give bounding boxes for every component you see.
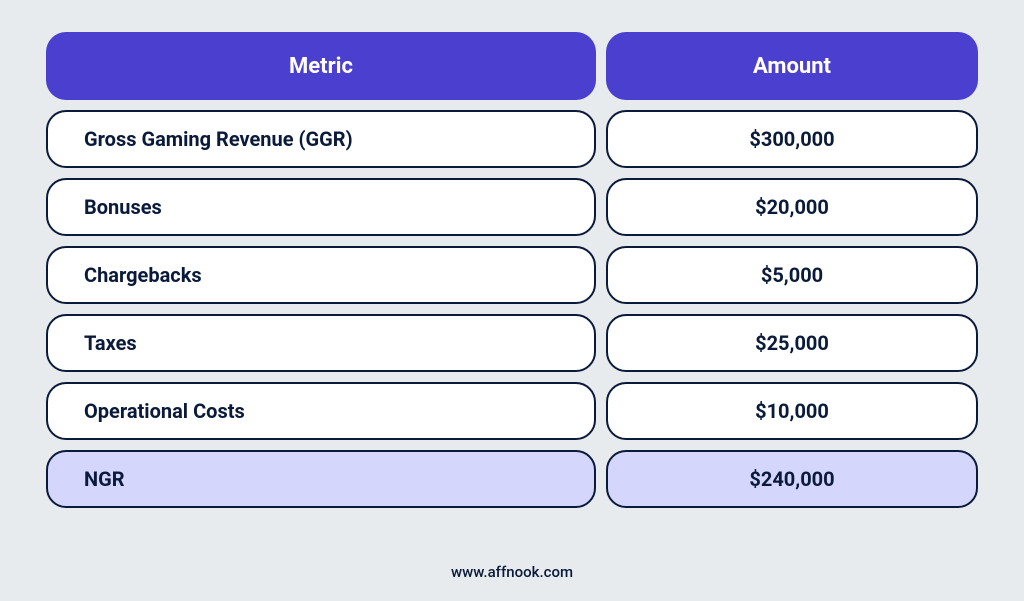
footer-label: www.affnook.com xyxy=(451,563,573,581)
metric-label: Chargebacks xyxy=(84,263,202,287)
table-row: Bonuses xyxy=(46,178,596,236)
metric-label: Operational Costs xyxy=(84,399,245,423)
table-row: $5,000 xyxy=(606,246,978,304)
table-row: Taxes xyxy=(46,314,596,372)
metric-label: Taxes xyxy=(84,331,137,355)
table-row: $10,000 xyxy=(606,382,978,440)
footer-text: www.affnook.com xyxy=(0,563,1024,581)
table-row: Chargebacks xyxy=(46,246,596,304)
amount-value: $240,000 xyxy=(749,467,834,491)
metrics-table: Metric Gross Gaming Revenue (GGR) Bonuse… xyxy=(46,32,978,508)
metric-header: Metric xyxy=(46,32,596,100)
amount-value: $300,000 xyxy=(749,127,834,151)
table-row: $20,000 xyxy=(606,178,978,236)
metric-label: Bonuses xyxy=(84,195,162,219)
metric-label: Gross Gaming Revenue (GGR) xyxy=(84,127,353,151)
table-row: Gross Gaming Revenue (GGR) xyxy=(46,110,596,168)
amount-column: Amount $300,000 $20,000 $5,000 $25,000 $… xyxy=(606,32,978,508)
table-row-highlight: $240,000 xyxy=(606,450,978,508)
table-row: Operational Costs xyxy=(46,382,596,440)
table-row: $25,000 xyxy=(606,314,978,372)
metric-label: NGR xyxy=(84,467,125,491)
amount-value: $25,000 xyxy=(755,331,829,355)
amount-header: Amount xyxy=(606,32,978,100)
amount-value: $20,000 xyxy=(755,195,829,219)
table-row-highlight: NGR xyxy=(46,450,596,508)
amount-value: $5,000 xyxy=(761,263,823,287)
metric-header-label: Metric xyxy=(289,54,353,79)
table-row: $300,000 xyxy=(606,110,978,168)
amount-value: $10,000 xyxy=(755,399,829,423)
metric-column: Metric Gross Gaming Revenue (GGR) Bonuse… xyxy=(46,32,596,508)
amount-header-label: Amount xyxy=(753,54,831,79)
